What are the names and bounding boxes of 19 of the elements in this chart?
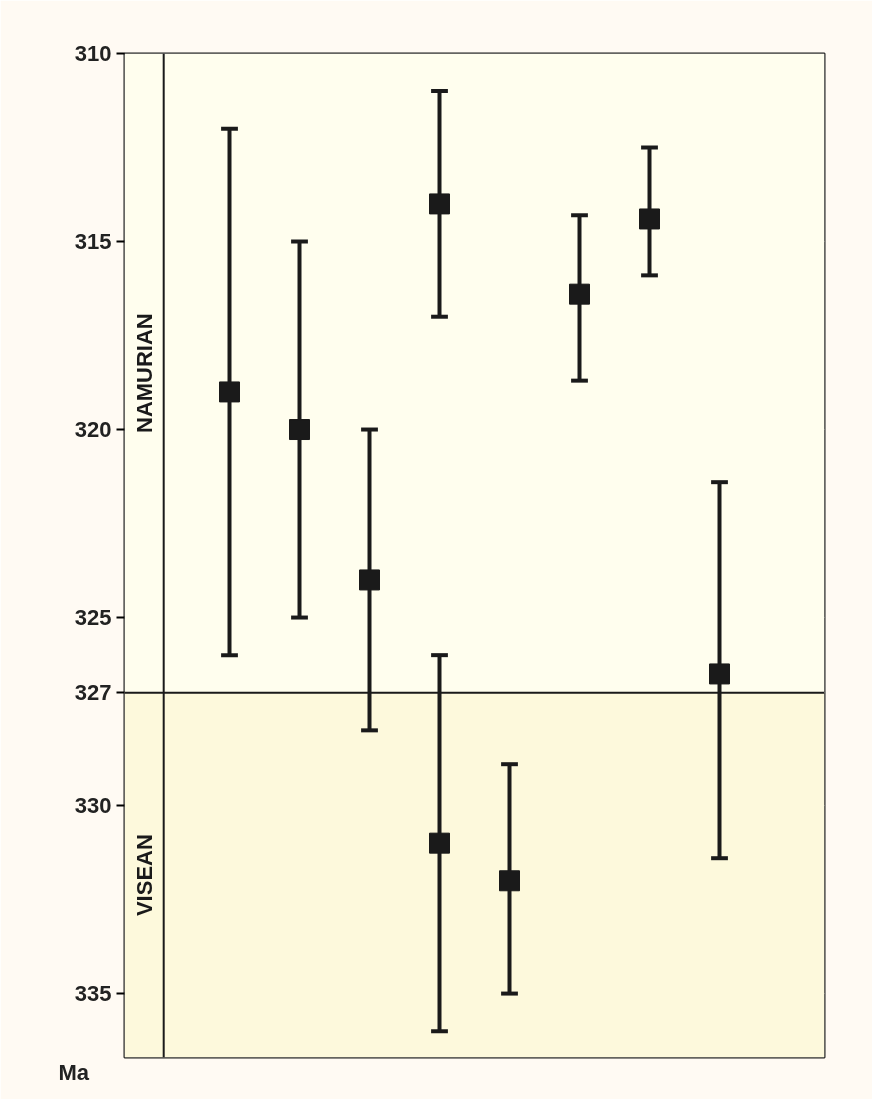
band-label: NAMURIAN xyxy=(131,313,157,434)
y-tick-label: 315 xyxy=(74,229,112,255)
band-label: VISEAN xyxy=(131,834,157,917)
y-tick-label: 325 xyxy=(74,605,112,631)
y-tick-label: 320 xyxy=(74,417,112,443)
point xyxy=(429,832,450,854)
point xyxy=(429,193,450,215)
y-tick-label: 335 xyxy=(74,981,112,1007)
point xyxy=(359,569,380,591)
point xyxy=(219,381,240,403)
point xyxy=(639,208,660,230)
point xyxy=(569,283,590,305)
y-tick-label: 330 xyxy=(74,793,112,819)
y-tick-label: 310 xyxy=(74,41,112,66)
point xyxy=(499,870,520,892)
y-tick-label: 327 xyxy=(74,680,112,706)
point xyxy=(289,419,310,441)
point xyxy=(709,663,730,685)
y-axis-title: Ma xyxy=(58,1059,90,1085)
